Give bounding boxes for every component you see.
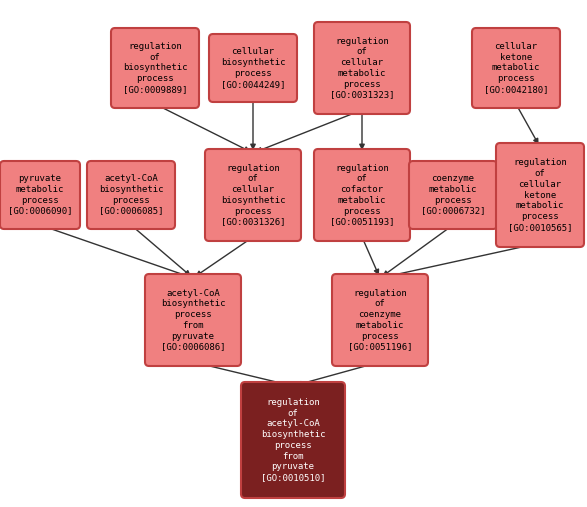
FancyBboxPatch shape (472, 28, 560, 108)
Text: regulation
of
biosynthetic
process
[GO:0009889]: regulation of biosynthetic process [GO:0… (123, 42, 187, 94)
Text: regulation
of
cellular
metabolic
process
[GO:0031323]: regulation of cellular metabolic process… (330, 37, 394, 99)
FancyBboxPatch shape (409, 161, 497, 229)
Text: pyruvate
metabolic
process
[GO:0006090]: pyruvate metabolic process [GO:0006090] (8, 174, 72, 215)
Text: coenzyme
metabolic
process
[GO:0006732]: coenzyme metabolic process [GO:0006732] (421, 174, 485, 215)
Text: cellular
ketone
metabolic
process
[GO:0042180]: cellular ketone metabolic process [GO:00… (484, 42, 548, 94)
FancyBboxPatch shape (205, 149, 301, 241)
FancyBboxPatch shape (332, 274, 428, 366)
FancyBboxPatch shape (145, 274, 241, 366)
Text: regulation
of
cellular
biosynthetic
process
[GO:0031326]: regulation of cellular biosynthetic proc… (221, 164, 285, 226)
FancyBboxPatch shape (111, 28, 199, 108)
Text: acetyl-CoA
biosynthetic
process
from
pyruvate
[GO:0006086]: acetyl-CoA biosynthetic process from pyr… (161, 288, 225, 351)
FancyBboxPatch shape (209, 34, 297, 102)
FancyBboxPatch shape (87, 161, 175, 229)
Text: cellular
biosynthetic
process
[GO:0044249]: cellular biosynthetic process [GO:004424… (221, 47, 285, 89)
Text: regulation
of
coenzyme
metabolic
process
[GO:0051196]: regulation of coenzyme metabolic process… (348, 288, 412, 351)
Text: regulation
of
cofactor
metabolic
process
[GO:0051193]: regulation of cofactor metabolic process… (330, 164, 394, 226)
FancyBboxPatch shape (496, 143, 584, 247)
Text: regulation
of
acetyl-CoA
biosynthetic
process
from
pyruvate
[GO:0010510]: regulation of acetyl-CoA biosynthetic pr… (261, 398, 325, 482)
Text: acetyl-CoA
biosynthetic
process
[GO:0006085]: acetyl-CoA biosynthetic process [GO:0006… (99, 174, 163, 215)
FancyBboxPatch shape (314, 149, 410, 241)
Text: regulation
of
cellular
ketone
metabolic
process
[GO:0010565]: regulation of cellular ketone metabolic … (508, 158, 572, 232)
FancyBboxPatch shape (314, 22, 410, 114)
FancyBboxPatch shape (0, 161, 80, 229)
FancyBboxPatch shape (241, 382, 345, 498)
